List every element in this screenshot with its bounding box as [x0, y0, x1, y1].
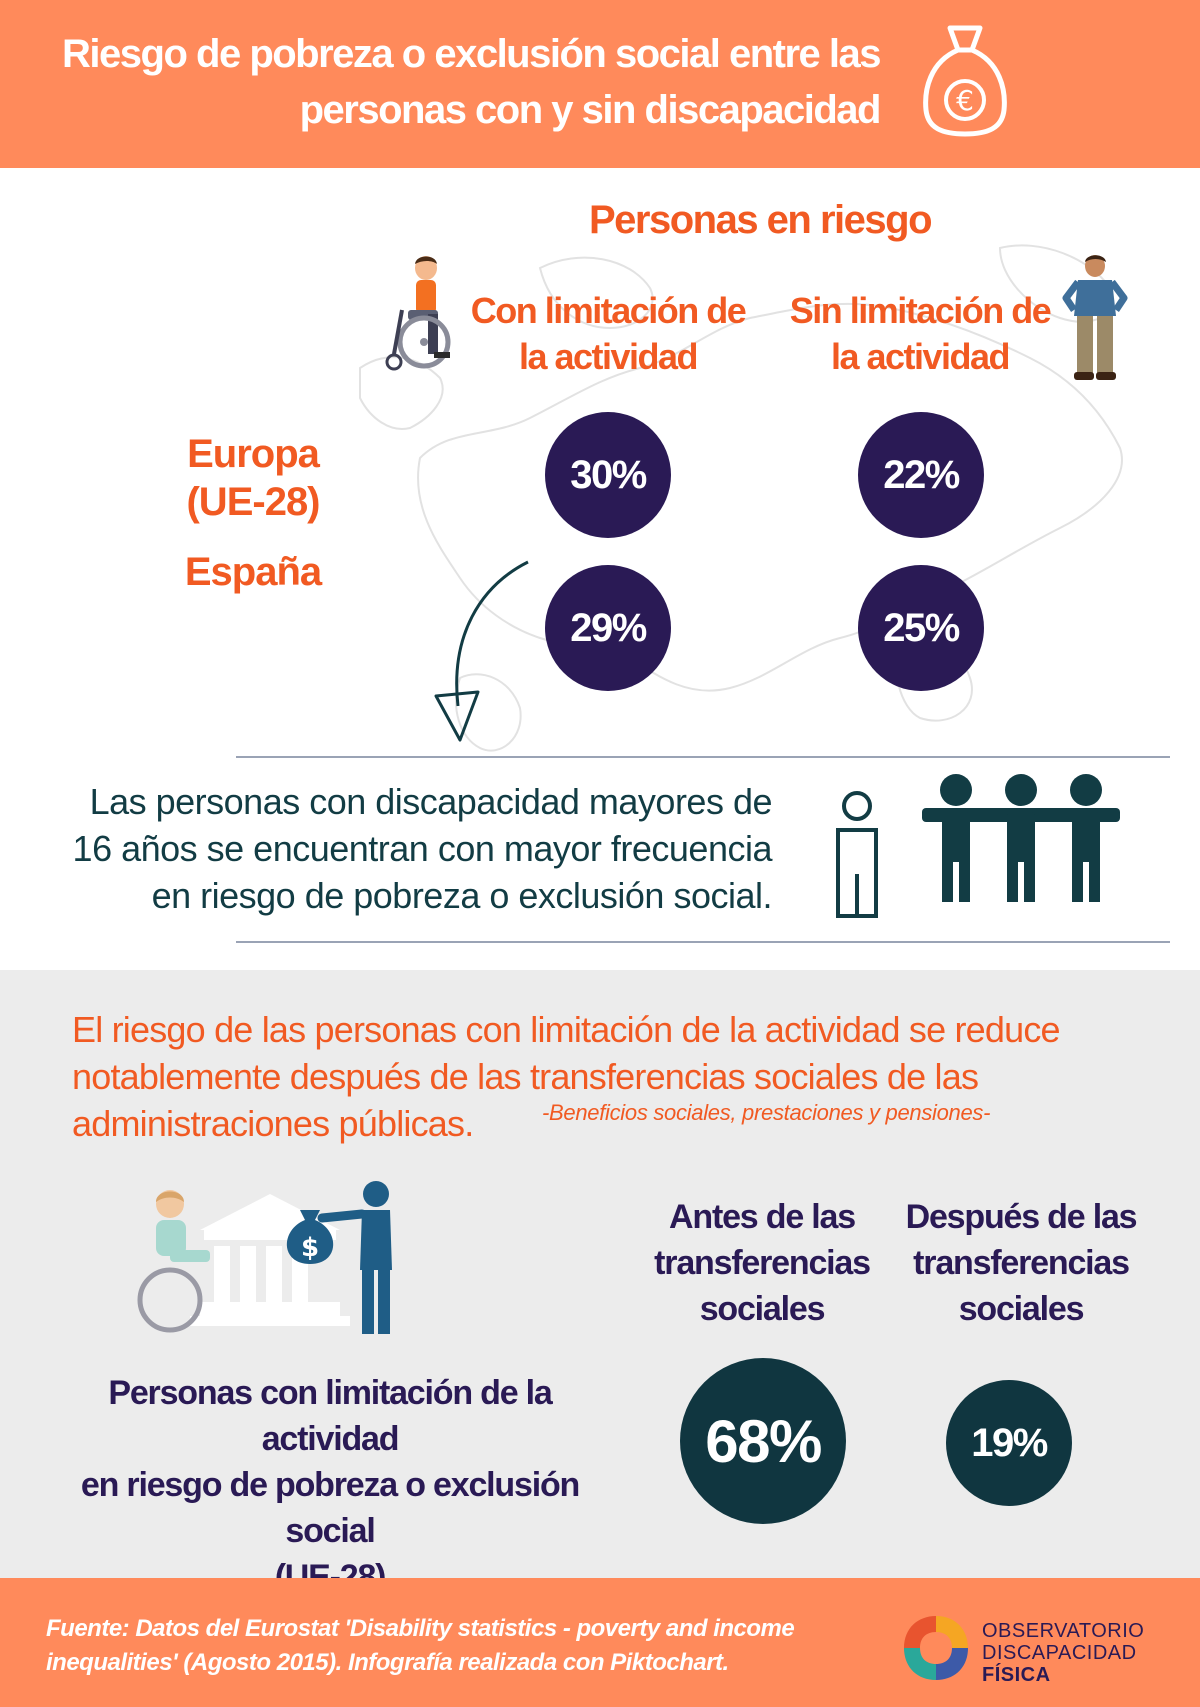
footer: Fuente: Datos del Eurostat 'Disability s…: [0, 1578, 1200, 1707]
before-transfers-line-3: sociales: [699, 1290, 826, 1328]
source-line-2: inequalities' (Agosto 2015). Infografía …: [46, 1649, 729, 1676]
logo-text-line-2: DISCAPACIDAD: [982, 1642, 1137, 1664]
people-label-line-1: Personas con limitación de la actividad: [108, 1374, 552, 1458]
after-transfers-line-1: Después de las: [905, 1198, 1138, 1236]
risk-heading: Personas en riesgo: [588, 198, 933, 242]
money-bag-icon: €: [923, 25, 1007, 137]
europe-without-limitation-value: 22%: [858, 412, 984, 538]
divider-bottom: [236, 941, 1170, 943]
page-title: Riesgo de pobreza o exclusión social ent…: [0, 26, 882, 138]
row-header-spain: España: [138, 548, 368, 596]
people-group-icon: [922, 774, 1120, 902]
social-transfers-statement: El riesgo de las personas con limitación…: [72, 1006, 1152, 1147]
after-transfers-line-3: sociales: [958, 1290, 1085, 1328]
column-header-with-line-2: la actividad: [518, 336, 699, 377]
disability-note: Las personas con discapacidad mayores de…: [60, 778, 773, 919]
divider-top: [236, 756, 1170, 758]
social-transfers-line-3: administraciones públicas.: [72, 1103, 474, 1144]
column-header-with-limitation: Con limitación de la actividad: [468, 288, 748, 380]
page-title-line-1: Riesgo de pobreza o exclusión social ent…: [62, 32, 881, 76]
before-transfers-line-1: Antes de las: [669, 1198, 856, 1236]
after-transfers-line-2: transferencias: [913, 1244, 1130, 1282]
curved-arrow-icon: [434, 560, 529, 742]
disability-note-line-1: Las personas con discapacidad mayores de: [89, 781, 773, 822]
header-banner: Riesgo de pobreza o exclusión social ent…: [0, 0, 1200, 168]
person-outline-icon: [836, 791, 878, 918]
before-transfers-header: Antes de las transferencias sociales: [637, 1194, 887, 1332]
svg-text:€: €: [956, 84, 974, 117]
source-line-1: Fuente: Datos del Eurostat 'Disability s…: [46, 1615, 795, 1642]
column-header-without-line-1: Sin limitación de: [789, 290, 1052, 331]
source-citation: Fuente: Datos del Eurostat 'Disability s…: [46, 1612, 866, 1680]
row-header-europe-line-2: (UE-28): [186, 480, 320, 524]
before-transfers-value: 68%: [680, 1358, 846, 1524]
disability-note-line-3: en riesgo de pobreza o exclusión social.: [151, 875, 773, 916]
risk-comparison-section: Personas en riesgo Con limitación de la …: [0, 168, 1200, 970]
row-header-spain-line-1: España: [184, 550, 322, 594]
europe-with-limitation-value: 30%: [545, 412, 671, 538]
standing-man-icon: [1062, 255, 1128, 380]
people-with-limitation-label: Personas con limitación de la actividad …: [60, 1370, 600, 1600]
before-transfers-line-2: transferencias: [654, 1244, 871, 1282]
observatorio-logo-icon: [904, 1616, 968, 1680]
logo-text-line-3: FÍSICA: [982, 1664, 1051, 1686]
row-header-europe-line-1: Europa: [187, 432, 320, 476]
after-transfers-value: 19%: [946, 1380, 1072, 1506]
column-header-without-limitation: Sin limitación de la actividad: [780, 288, 1060, 380]
after-transfers-header: Después de las transferencias sociales: [896, 1194, 1146, 1332]
social-transfers-line-1: El riesgo de las personas con limitación…: [72, 1009, 1061, 1050]
spain-without-limitation-value: 25%: [858, 565, 984, 691]
column-header-without-line-2: la actividad: [830, 336, 1011, 377]
social-transfer-illustration: $: [137, 1181, 392, 1334]
disability-note-line-2: 16 años se encuentran con mayor frecuenc…: [72, 828, 773, 869]
row-header-europe: Europa (UE-28): [138, 430, 368, 526]
logo-text-line-1: OBSERVATORIO: [982, 1620, 1145, 1642]
svg-text:$: $: [301, 1233, 319, 1263]
social-transfers-line-2: notablemente después de las transferenci…: [72, 1056, 979, 1097]
social-benefits-note: -Beneficios sociales, prestaciones y pen…: [542, 1100, 991, 1125]
people-label-line-2: en riesgo de pobreza o exclusión social: [80, 1466, 580, 1550]
social-transfers-section: El riesgo de las personas con limitación…: [0, 970, 1200, 1596]
wheelchair-user-icon: [385, 256, 451, 371]
column-header-with-line-1: Con limitación de: [470, 290, 747, 331]
spain-with-limitation-value: 29%: [545, 565, 671, 691]
page-title-line-2: personas con y sin discapacidad: [299, 88, 882, 132]
